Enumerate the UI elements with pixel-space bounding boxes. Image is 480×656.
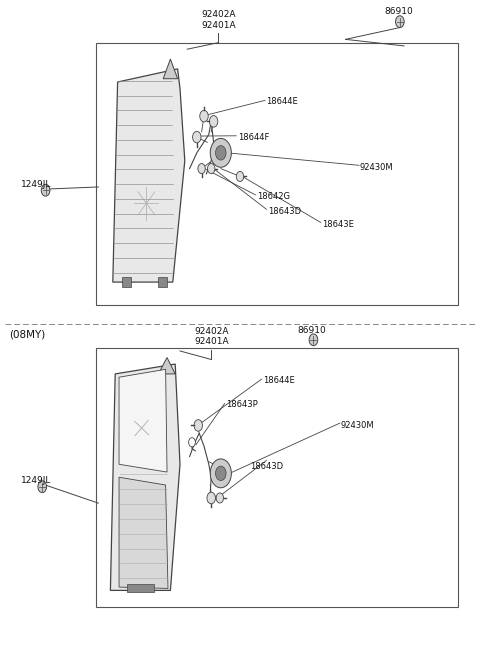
- Text: 86910: 86910: [384, 7, 413, 16]
- Bar: [96, 348, 458, 607]
- Polygon shape: [110, 364, 180, 590]
- Circle shape: [396, 16, 404, 28]
- Circle shape: [192, 131, 201, 143]
- Text: 92430M: 92430M: [360, 163, 394, 172]
- Text: 18644E: 18644E: [263, 376, 295, 385]
- Text: 1249JL: 1249JL: [21, 476, 51, 485]
- Circle shape: [216, 493, 224, 503]
- Text: 18644F: 18644F: [238, 133, 269, 142]
- Circle shape: [198, 163, 205, 174]
- Circle shape: [210, 138, 231, 167]
- Bar: [122, 277, 131, 287]
- Text: 92402A
92401A: 92402A 92401A: [194, 327, 228, 346]
- Polygon shape: [158, 358, 175, 374]
- Bar: [127, 584, 154, 592]
- Circle shape: [200, 110, 208, 122]
- Text: 92402A
92401A: 92402A 92401A: [201, 10, 236, 30]
- Circle shape: [216, 466, 226, 481]
- Circle shape: [216, 146, 226, 160]
- Text: 18643D: 18643D: [250, 462, 283, 472]
- Text: (08MY): (08MY): [10, 330, 46, 340]
- Circle shape: [309, 334, 318, 346]
- Circle shape: [41, 184, 50, 196]
- Text: 92430M: 92430M: [341, 420, 374, 430]
- Polygon shape: [119, 369, 167, 472]
- Text: 18643D: 18643D: [268, 207, 301, 216]
- Polygon shape: [163, 59, 178, 79]
- Circle shape: [207, 492, 216, 504]
- Circle shape: [189, 438, 195, 447]
- Circle shape: [236, 171, 244, 182]
- Circle shape: [194, 420, 203, 431]
- Circle shape: [38, 481, 47, 493]
- Text: 18643E: 18643E: [322, 220, 353, 229]
- Circle shape: [209, 115, 218, 127]
- Text: 18644E: 18644E: [266, 97, 298, 106]
- Circle shape: [207, 163, 215, 174]
- Polygon shape: [113, 69, 185, 282]
- Text: 1249JL: 1249JL: [21, 180, 51, 190]
- Circle shape: [210, 459, 231, 488]
- Bar: [158, 277, 167, 287]
- Text: 86910: 86910: [298, 325, 326, 335]
- Polygon shape: [119, 478, 168, 588]
- Text: 18643P: 18643P: [226, 400, 257, 409]
- Bar: [96, 43, 458, 305]
- Text: 18642G: 18642G: [257, 192, 290, 201]
